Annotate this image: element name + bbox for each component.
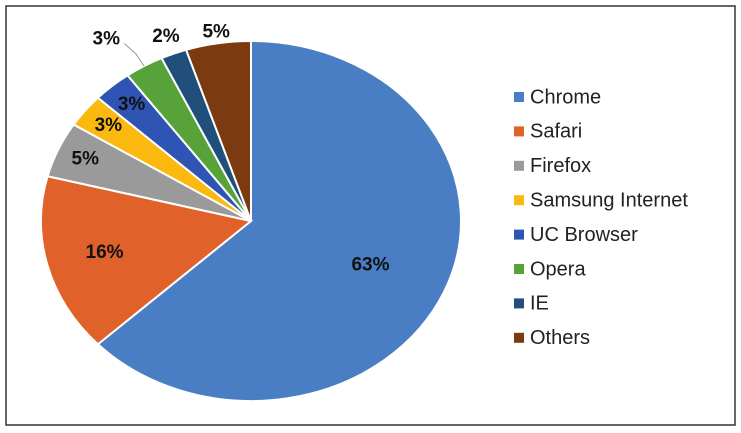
- legend-swatch: [514, 160, 524, 171]
- value-label: 16%: [86, 242, 124, 263]
- pie-slice: [40, 175, 254, 346]
- legend-swatch: [514, 332, 524, 343]
- legend-label: Firefox: [530, 155, 591, 177]
- legend-label: Samsung Internet: [530, 189, 688, 211]
- value-label: 3%: [118, 94, 146, 115]
- value-label: 2%: [152, 26, 180, 47]
- legend-label: Opera: [530, 258, 586, 280]
- pie-slice: [96, 39, 462, 402]
- legend-swatch: [514, 264, 524, 274]
- legend-swatch: [514, 92, 524, 102]
- legend-swatch: [514, 229, 524, 240]
- legend-swatch: [514, 126, 524, 137]
- legend-label: Chrome: [530, 86, 601, 108]
- legend-label: UC Browser: [530, 224, 638, 246]
- value-label: 3%: [95, 115, 123, 136]
- value-label: 5%: [202, 22, 230, 43]
- leader-line: [123, 43, 145, 67]
- pie-slice: [184, 39, 252, 222]
- legend-label: Others: [530, 327, 590, 349]
- value-label: 5%: [72, 149, 100, 170]
- value-label: 63%: [351, 254, 389, 275]
- value-label: 3%: [93, 28, 121, 49]
- legend-label: Safari: [530, 121, 582, 143]
- legend-label: IE: [530, 293, 549, 315]
- legend-swatch: [514, 298, 524, 309]
- legend-swatch: [514, 195, 524, 206]
